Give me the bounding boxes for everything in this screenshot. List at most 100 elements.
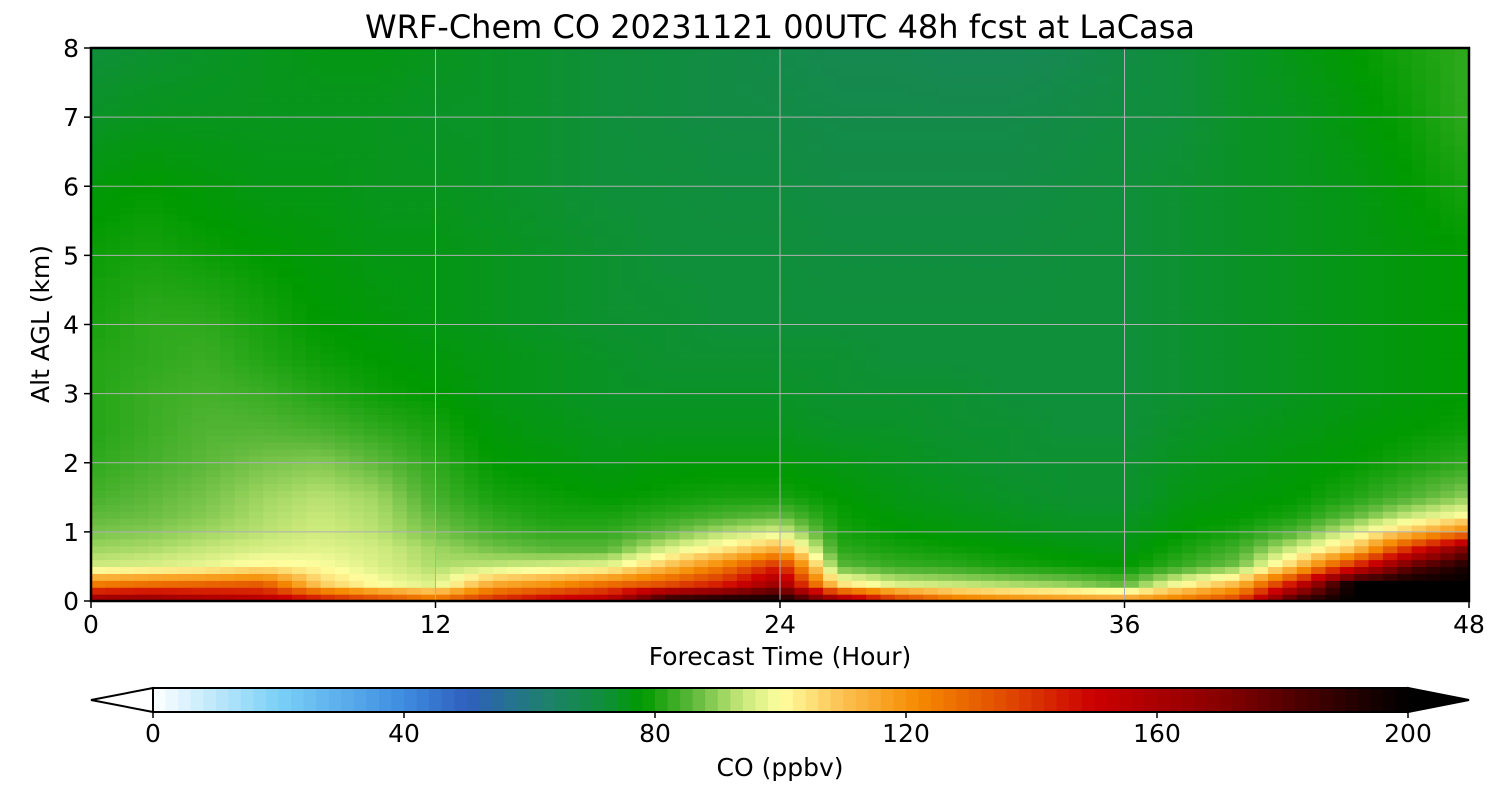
heatmap-cell (435, 511, 451, 519)
heatmap-cell (808, 483, 824, 491)
heatmap-cell (894, 372, 910, 381)
heatmap-cell (1067, 559, 1083, 568)
heatmap-cell (1181, 310, 1197, 319)
heatmap-cell (1411, 324, 1427, 333)
heatmap-cell (291, 435, 307, 443)
heatmap-cell (1110, 435, 1126, 443)
heatmap-cell (277, 483, 293, 491)
heatmap-cell (650, 587, 666, 595)
heatmap-cell (291, 324, 307, 333)
heatmap-cell (464, 283, 480, 291)
heatmap-cell (851, 469, 867, 478)
heatmap-cell (1196, 414, 1212, 422)
heatmap-cell (421, 594, 437, 601)
heatmap-cell (1397, 538, 1413, 547)
heatmap-cell (1368, 414, 1384, 422)
heatmap-cell (636, 580, 652, 588)
heatmap-cell (1411, 573, 1427, 581)
heatmap-cell (248, 552, 264, 561)
heatmap-cell (722, 407, 738, 415)
heatmap-cell (406, 248, 422, 256)
heatmap-cell (1138, 324, 1154, 333)
heatmap-cell (1153, 428, 1169, 436)
heatmap-cell (421, 580, 437, 588)
heatmap-cell (636, 296, 652, 305)
heatmap-cell (363, 352, 379, 360)
heatmap-cell (851, 331, 867, 339)
heatmap-cell (1268, 587, 1283, 595)
heatmap-cell (421, 345, 437, 353)
heatmap-cell (1153, 379, 1169, 388)
heatmap-cell (593, 365, 609, 374)
heatmap-cell (162, 414, 178, 422)
heatmap-cell (492, 324, 508, 333)
heatmap-cell (1311, 276, 1327, 284)
heatmap-cell (1124, 345, 1140, 353)
heatmap-cell (1411, 518, 1427, 526)
heatmap-cell (780, 248, 795, 256)
heatmap-cell (909, 241, 925, 250)
heatmap-cell (851, 448, 867, 457)
heatmap-cell (1067, 552, 1083, 561)
heatmap-cell (1052, 490, 1068, 498)
heatmap-cell (1067, 573, 1083, 581)
heatmap-cell (937, 462, 953, 471)
heatmap-cell (177, 345, 193, 353)
heatmap-cell (234, 476, 250, 485)
heatmap-cell (535, 476, 551, 485)
heatmap-cell (492, 365, 508, 374)
heatmap-cell (765, 497, 781, 505)
heatmap-cell (435, 566, 451, 574)
heatmap-cell (1440, 303, 1456, 312)
heatmap-cell (593, 372, 609, 381)
heatmap-cell (1196, 476, 1212, 485)
heatmap-cell (1181, 262, 1197, 270)
heatmap-cell (1067, 435, 1083, 443)
heatmap-cell (277, 559, 293, 568)
heatmap-cell (1124, 552, 1140, 561)
heatmap-cell (1454, 580, 1469, 588)
heatmap-cell (205, 587, 221, 595)
heatmap-cell (1382, 262, 1398, 270)
heatmap-cell (507, 276, 523, 284)
heatmap-cell (1110, 469, 1126, 478)
heatmap-cell (320, 483, 336, 491)
heatmap-cell (291, 531, 307, 540)
heatmap-cell (579, 428, 594, 436)
heatmap-cell (722, 545, 738, 554)
heatmap-cell (1296, 428, 1312, 436)
heatmap-cell (291, 365, 307, 374)
heatmap-cell (1354, 518, 1370, 526)
heatmap-cell (363, 518, 379, 526)
heatmap-cell (1382, 524, 1398, 533)
heatmap-cell (1425, 283, 1441, 291)
heatmap-cell (1311, 524, 1327, 533)
heatmap-cell (823, 511, 839, 519)
heatmap-cell (1239, 469, 1255, 478)
heatmap-cell (1138, 524, 1154, 533)
heatmap-cell (1440, 469, 1456, 478)
heatmap-cell (1311, 248, 1327, 256)
heatmap-cell (751, 435, 767, 443)
heatmap-cell (449, 545, 465, 554)
heatmap-cell (937, 545, 953, 554)
heatmap-cell (1354, 283, 1370, 291)
heatmap-cell (564, 372, 580, 381)
heatmap-cell (1368, 289, 1384, 298)
heatmap-cell (220, 310, 236, 319)
heatmap-cell (980, 269, 996, 277)
heatmap-cell (1296, 545, 1312, 554)
heatmap-cell (1325, 276, 1341, 284)
heatmap-cell (665, 538, 681, 547)
heatmap-cell (866, 345, 882, 353)
heatmap-cell (234, 276, 250, 284)
heatmap-cell (406, 476, 422, 485)
heatmap-cell (751, 518, 767, 526)
heatmap-cell (952, 296, 968, 305)
heatmap-cell (134, 559, 150, 568)
heatmap-cell (220, 511, 236, 519)
heatmap-cell (1067, 365, 1083, 374)
heatmap-cell (1454, 566, 1469, 574)
heatmap-cell (995, 483, 1011, 491)
heatmap-cell (1440, 545, 1456, 554)
